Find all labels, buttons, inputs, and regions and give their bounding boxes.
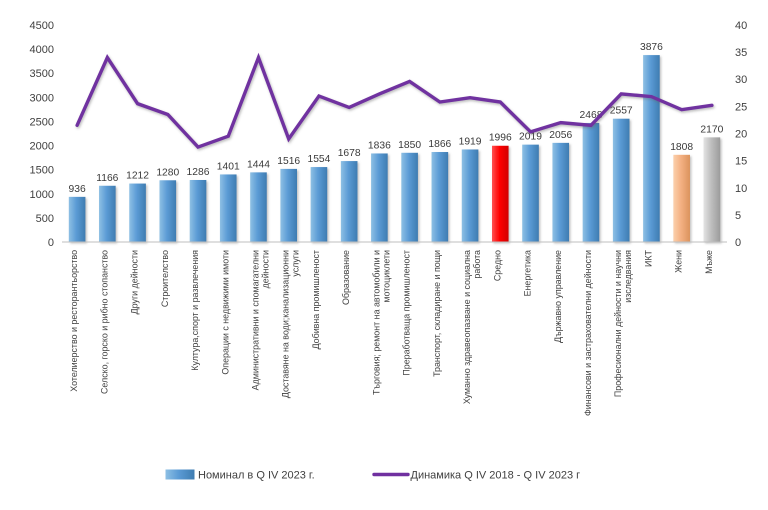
svg-text:услуги: услуги [291,250,301,277]
svg-text:1996: 1996 [489,133,512,144]
svg-text:Жени: Жени [674,250,684,273]
svg-text:Професионални дейности и научн: Професионални дейности и научни [613,250,623,397]
svg-text:2557: 2557 [610,106,633,117]
svg-text:2056: 2056 [549,130,572,141]
svg-text:25: 25 [735,101,747,113]
svg-text:2000: 2000 [30,141,54,153]
svg-text:мотоциклети: мотоциклети [381,250,391,303]
svg-text:1166: 1166 [96,173,118,184]
svg-text:936: 936 [69,184,86,195]
svg-text:1866: 1866 [428,139,451,150]
svg-text:Държавно управление: Държавно управление [553,250,563,343]
svg-text:работа: работа [472,250,482,279]
svg-text:1678: 1678 [338,148,361,159]
svg-text:3000: 3000 [30,92,54,104]
svg-text:ИКТ: ИКТ [643,249,653,267]
svg-text:40: 40 [735,20,747,32]
svg-text:30: 30 [735,74,747,86]
svg-text:Култура,спорт и развлечения: Култура,спорт и развлечения [190,250,200,371]
svg-text:Енергетика: Енергетика [523,250,533,296]
svg-text:Търговия; ремонт на автомобили: Търговия; ремонт на автомобили и [371,250,381,395]
svg-text:Хуманно здравеопазване и социа: Хуманно здравеопазване и социална [462,250,472,404]
svg-text:1444: 1444 [247,159,270,170]
svg-text:1516: 1516 [277,156,300,167]
svg-text:1500: 1500 [30,165,54,177]
svg-text:4000: 4000 [30,44,54,56]
svg-text:0: 0 [735,237,741,249]
svg-text:20: 20 [735,129,747,141]
svg-text:Динамика Q IV 2018 - Q IV 202: Динамика Q IV 2018 - Q IV 2023 г [411,470,581,482]
svg-text:4500: 4500 [30,20,54,32]
svg-text:10: 10 [735,183,747,195]
svg-text:1808: 1808 [670,142,693,153]
svg-text:Мъже: Мъже [704,250,714,274]
svg-text:Други дейности: Други дейности [130,250,140,314]
svg-text:1919: 1919 [459,137,482,148]
svg-text:1280: 1280 [156,167,179,178]
svg-text:Строителство: Строителство [160,250,170,307]
svg-text:35: 35 [735,47,747,59]
svg-text:500: 500 [36,213,54,225]
svg-text:2170: 2170 [700,124,723,135]
svg-text:Селско, горско и рибно стопанс: Селско, горско и рибно стопанство [99,250,109,394]
svg-text:3500: 3500 [30,68,54,80]
svg-text:1286: 1286 [187,167,210,178]
svg-text:15: 15 [735,156,747,168]
svg-text:Административни и спомагателни: Административни и спомагателни [250,250,260,390]
svg-text:0: 0 [48,237,54,249]
svg-text:2500: 2500 [30,116,54,128]
svg-text:1000: 1000 [30,189,54,201]
svg-text:Операции с недвижими имоти: Операции с недвижими имоти [220,250,230,375]
svg-text:Транспорт, складиране и пощи: Транспорт, складиране и пощи [432,250,442,377]
svg-text:5: 5 [735,210,741,222]
svg-text:Средно: Средно [492,250,502,281]
svg-text:Добивна промишленост: Добивна промишленост [311,250,321,349]
svg-text:1212: 1212 [126,171,149,182]
svg-text:Номинал в Q IV 2023 г.: Номинал в Q IV 2023 г. [198,470,315,482]
svg-text:1850: 1850 [398,140,421,151]
svg-text:изследвания: изследвания [623,250,633,303]
svg-text:1836: 1836 [368,141,391,152]
svg-text:Образование: Образование [341,250,351,305]
svg-text:1401: 1401 [217,161,240,172]
svg-text:дейности: дейности [260,250,270,288]
svg-text:Хотелиерство и ресторантьорств: Хотелиерство и ресторантьорство [69,250,79,392]
svg-text:1554: 1554 [307,154,330,165]
svg-text:Преработваща промишленост: Преработваща промишленост [402,250,412,376]
svg-text:Финансови и застрахователни де: Финансови и застрахователни дейности [583,250,593,416]
svg-text:3876: 3876 [640,42,663,53]
svg-text:Доставяне на води;канализацион: Доставяне на води;канализационни [281,250,291,398]
